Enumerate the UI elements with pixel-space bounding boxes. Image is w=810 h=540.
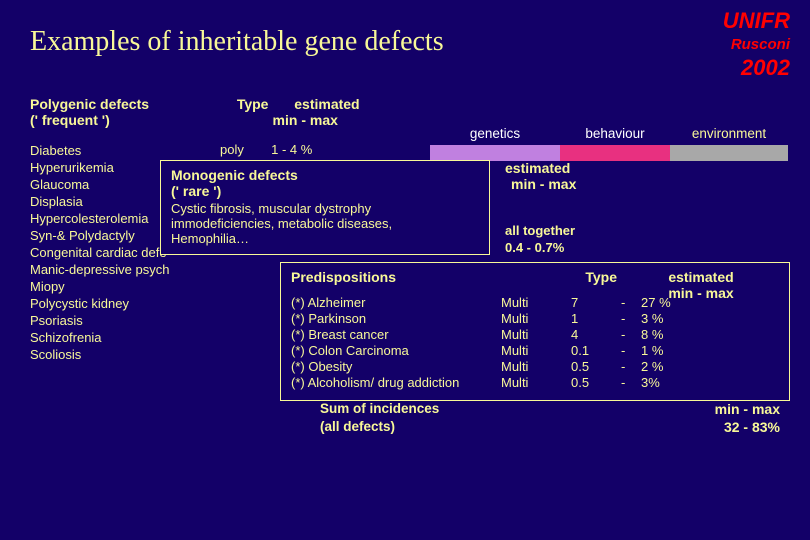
mono-body1: Cystic fibrosis, muscular dystrophy [171, 201, 479, 216]
pred-cell: 7 [571, 295, 621, 310]
year-label: 2002 [723, 55, 790, 81]
pred-cell: - [621, 311, 641, 326]
pred-cell: - [621, 343, 641, 358]
poly-item: Diabetes [30, 142, 169, 159]
page-title: Examples of inheritable gene defects [30, 26, 444, 58]
sum-line1: Sum of incidences [320, 400, 439, 418]
pred-cell: 0.5 [571, 359, 621, 374]
polygenic-list: DiabetesHyperurikemiaGlaucomaDisplasiaHy… [30, 142, 169, 363]
pred-cell: (*) Colon Carcinoma [291, 343, 501, 358]
poly-item: Hyperurikemia [30, 159, 169, 176]
pred-cell: (*) Breast cancer [291, 327, 501, 342]
mono-body3: Hemophilia… [171, 231, 479, 246]
poly-heading2: (' frequent ') [30, 112, 110, 128]
pred-cell: Multi [501, 311, 571, 326]
pred-type-head: Type [585, 269, 617, 285]
factors-bar: geneticsbehaviourenvironment [430, 126, 788, 161]
sum-values: min - max 32 - 83% [630, 400, 780, 436]
mono-est1: estimated [505, 160, 576, 176]
bar-segment [560, 145, 670, 161]
org-label: UNIFR [723, 8, 790, 34]
pred-cell: - [621, 327, 641, 342]
poly-item: Scoliosis [30, 346, 169, 363]
pred-cell: 3% [641, 375, 691, 390]
bar-labels: geneticsbehaviourenvironment [430, 126, 788, 141]
bar-segment [670, 145, 788, 161]
pred-cell: (*) Alcoholism/ drug addiction [291, 375, 501, 390]
pred-est-head: estimated min - max [631, 269, 771, 301]
pred-cell: Multi [501, 327, 571, 342]
pred-table: (*) AlzheimerMulti7-27 %(*) ParkinsonMul… [291, 295, 779, 390]
mono-est2: min - max [505, 176, 576, 192]
pred-cell: 2 % [641, 359, 691, 374]
pred-cell: 0.1 [571, 343, 621, 358]
mono-values: all together 0.4 - 0.7% [505, 222, 575, 256]
col-est2: min - max [273, 112, 338, 128]
pred-cell: 1 [571, 311, 621, 326]
pred-cell: 4 [571, 327, 621, 342]
sum-line2: (all defects) [320, 418, 439, 436]
poly-first-row: poly 1 - 4 % [220, 142, 312, 157]
sum-label: Sum of incidences (all defects) [320, 400, 439, 436]
pred-cell: 8 % [641, 327, 691, 342]
pred-est2: min - max [668, 285, 733, 301]
pred-cell: - [621, 359, 641, 374]
col-est1: estimated [294, 96, 359, 112]
pred-est1: estimated [668, 269, 733, 285]
poly-item: Glaucoma [30, 176, 169, 193]
poly-item: Displasia [30, 193, 169, 210]
poly-item: Polycystic kidney [30, 295, 169, 312]
poly-item: Miopy [30, 278, 169, 295]
pred-cell: - [621, 375, 641, 390]
predispositions-box: Predispositions Type estimated min - max… [280, 262, 790, 401]
bar-segment [430, 145, 560, 161]
pred-cell: Multi [501, 359, 571, 374]
poly-item: Psoriasis [30, 312, 169, 329]
pred-cell: Multi [501, 343, 571, 358]
bar-label: behaviour [560, 126, 670, 141]
poly-item: Hypercolesterolemia [30, 210, 169, 227]
sum-val2: 32 - 83% [630, 418, 780, 436]
poly-first-type: poly [220, 142, 244, 157]
poly-item: Manic-depressive psych [30, 261, 169, 278]
pred-cell: (*) Alzheimer [291, 295, 501, 310]
poly-item: Schizofrenia [30, 329, 169, 346]
poly-item: Syn-& Polydactyly [30, 227, 169, 244]
pred-cell: Multi [501, 375, 571, 390]
pred-cell: Multi [501, 295, 571, 310]
mono-body2: immodeficiencies, metabolic diseases, [171, 216, 479, 231]
pred-cell: (*) Obesity [291, 359, 501, 374]
monogenic-box: Monogenic defects (' rare ') Cystic fibr… [160, 160, 490, 255]
mono-val2: 0.4 - 0.7% [505, 239, 575, 256]
sum-val1: min - max [630, 400, 780, 418]
pred-cell: 0.5 [571, 375, 621, 390]
pred-cell: 1 % [641, 343, 691, 358]
pred-cell: 3 % [641, 311, 691, 326]
polygenic-header: Polygenic defects Type estimated (' freq… [30, 96, 360, 128]
poly-heading1: Polygenic defects [30, 96, 149, 112]
col-type: Type [237, 96, 269, 112]
poly-first-val: 1 - 4 % [271, 142, 312, 157]
author-label: Rusconi [723, 36, 790, 53]
mono-val1: all together [505, 222, 575, 239]
bar-label: genetics [430, 126, 560, 141]
bar-label: environment [670, 126, 788, 141]
mono-title2: (' rare ') [171, 183, 479, 199]
pred-cell: (*) Parkinson [291, 311, 501, 326]
poly-item: Congenital cardiac defe [30, 244, 169, 261]
mono-title1: Monogenic defects [171, 167, 479, 183]
header-right: UNIFR Rusconi 2002 [723, 8, 790, 81]
bar-segments [430, 145, 788, 161]
mono-est-header: estimated min - max [505, 160, 576, 192]
